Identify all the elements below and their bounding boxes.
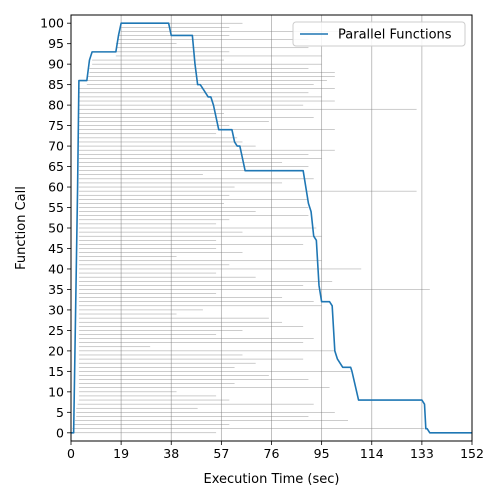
- x-tick-label: 38: [163, 446, 179, 461]
- y-tick-label: 45: [48, 241, 64, 256]
- x-tick-label: 133: [410, 446, 434, 461]
- y-tick-label: 35: [48, 282, 64, 297]
- x-tick-label: 76: [264, 446, 280, 461]
- y-axis-ticks: 0 5 10 15 20 25 30 35 40 45 50 55 60 65 70 75 80 85 90 95 10…: [40, 16, 71, 440]
- series-line-parallel-functions: [71, 22, 472, 434]
- x-tick-label: 19: [113, 446, 129, 461]
- y-tick-label: 60: [48, 180, 64, 195]
- y-tick-label: 55: [48, 200, 64, 215]
- x-tick-label: 95: [314, 446, 330, 461]
- y-tick-label: 15: [48, 364, 64, 379]
- y-tick-label: 75: [48, 118, 64, 133]
- x-tick-label: 0: [67, 446, 75, 461]
- x-axis-label: Execution Time (sec): [204, 472, 340, 487]
- y-tick-label: 20: [48, 343, 64, 358]
- y-tick-label: 30: [48, 302, 64, 317]
- legend: Parallel Functions: [292, 21, 466, 47]
- x-tick-label: 57: [213, 446, 229, 461]
- x-axis-ticks: 0 19 38 57 76 95 114 133 152: [67, 441, 484, 461]
- x-tick-label: 152: [460, 446, 484, 461]
- interval-lines: [71, 22, 430, 434]
- y-tick-label: 95: [48, 36, 64, 51]
- legend-label: Parallel Functions: [338, 28, 452, 43]
- y-tick-label: 90: [48, 57, 64, 72]
- y-tick-label: 10: [48, 384, 64, 399]
- y-tick-label: 80: [48, 98, 64, 113]
- y-tick-label: 25: [48, 323, 64, 338]
- y-axis-label: Function Call: [14, 186, 29, 270]
- y-tick-label: 5: [56, 405, 64, 420]
- y-tick-label: 50: [48, 221, 64, 236]
- y-tick-label: 85: [48, 77, 64, 92]
- y-tick-label: 40: [48, 261, 64, 276]
- x-tick-label: 114: [360, 446, 384, 461]
- legend-box: [292, 21, 466, 47]
- y-tick-label: 65: [48, 159, 64, 174]
- y-tick-label: 100: [40, 16, 64, 31]
- y-tick-label: 70: [48, 139, 64, 154]
- y-tick-label: 0: [56, 425, 64, 440]
- series-layer: [71, 22, 472, 434]
